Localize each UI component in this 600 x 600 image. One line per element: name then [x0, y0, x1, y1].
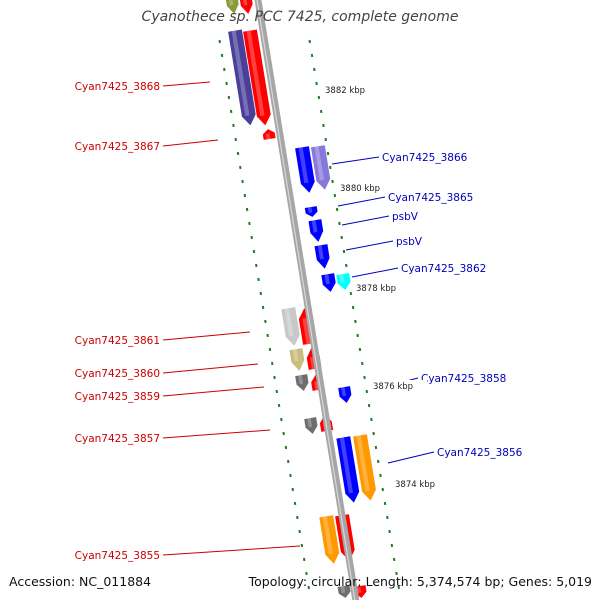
genome-backbone [254, 0, 360, 600]
gene-arrow [310, 145, 331, 190]
scale-tick-backdrop [354, 282, 410, 293]
forward-gene-label: Cyan7425_3856 [437, 447, 523, 459]
scale-tick-backdrop [338, 182, 394, 193]
gene-arrow-sheen [265, 133, 271, 140]
accession-text: Accession: NC_011884 [9, 574, 152, 589]
gene-arrow-sheen [242, 0, 248, 6]
forward-gene-label: Cyan7425_3858 [421, 373, 506, 385]
reverse-label-leader [162, 363, 259, 374]
forward-gene-label: Cyan7425_3862 [401, 263, 486, 275]
gene-arrow-sheen [340, 585, 346, 594]
gene-arrow-sheen [307, 418, 313, 428]
gene-arrow [304, 417, 318, 434]
gene-arrow [353, 434, 376, 501]
scale-tick-label: 3882 kbp [325, 86, 365, 96]
reverse-gene-label: Cyan7425_3860 [75, 368, 160, 380]
reverse-label-leader [162, 139, 219, 147]
gene-arrow [262, 129, 276, 140]
reverse-label-leader [162, 81, 211, 87]
backbone-highlight [256, 0, 356, 600]
scale-tick-backdrop [323, 84, 379, 95]
gene-arrow-sheen [322, 516, 333, 555]
gene-arrow-sheen [298, 147, 309, 184]
forward-gene-label: psbV [392, 211, 419, 223]
gene-arrow-sheen [356, 435, 370, 492]
gene-arrow-sheen [307, 206, 313, 213]
reverse-label-leader [162, 386, 265, 397]
reverse-gene-label: Cyan7425_3867 [75, 141, 160, 153]
gene-arrow [281, 307, 300, 346]
gene-arrow [338, 386, 352, 403]
forward-gene-label: psbV [396, 236, 423, 248]
reverse-label-leader [162, 331, 251, 341]
forward-label-leader [387, 451, 435, 464]
gene-arrow-sheen [314, 381, 320, 391]
gene-arrow-sheen [292, 349, 299, 362]
gene-arrow [243, 29, 271, 126]
gene-arrow [228, 29, 256, 126]
gene-arrow-sheen [311, 220, 318, 233]
gene-arrow-sheen [324, 274, 330, 285]
scale-tick-backdrop [371, 380, 427, 391]
gene-arrow-sheen [298, 375, 304, 385]
gene-arrow [314, 244, 330, 269]
gene-arrow [295, 374, 309, 391]
forward-label-leader [351, 267, 399, 278]
backbone-band [254, 0, 360, 600]
scale-tick-label: 3880 kbp [340, 184, 380, 194]
forward-gene-label: Cyan7425_3866 [382, 152, 468, 164]
forward-label-leader [345, 240, 394, 251]
gene-arrow [289, 348, 305, 371]
forward-label-leader [331, 156, 380, 165]
gene-arrow [308, 219, 324, 242]
gene-arrow [225, 0, 239, 14]
gene-labels: Cyan7425_3868 Cyan7425_3867 Cyan7425_3861 C… [75, 81, 523, 562]
gene-arrow [321, 273, 336, 292]
reverse-gene-label: Cyan7425_3857 [75, 433, 160, 445]
reverse-gene-label: Cyan7425_3868 [75, 81, 160, 93]
gene-arrow-sheen [228, 0, 234, 6]
gene-arrow-sheen [284, 308, 294, 337]
gene-arrow-sheen [356, 585, 362, 594]
gene-arrow [239, 0, 253, 14]
reverse-label-leader [162, 429, 271, 439]
forward-label-leader [337, 196, 386, 207]
label-leader-lines [162, 81, 435, 556]
gene-arrow-sheen [341, 387, 347, 397]
gene-arrow-sheen [314, 146, 325, 181]
gene-arrow [337, 585, 351, 598]
reverse-gene-label: Cyan7425_3855 [75, 550, 160, 562]
reverse-label-leader [162, 545, 301, 556]
genome-title: Cyanothece sp. PCC 7425, complete genome [141, 9, 459, 25]
scale-tick-label: 3876 kbp [373, 382, 413, 392]
gene-arrow [319, 515, 340, 564]
gene-arrow [336, 436, 360, 503]
scale-tick-backdrop [393, 478, 449, 489]
scale-tick-label: 3878 kbp [356, 284, 396, 294]
gene-arrow-sheen [231, 30, 250, 117]
gene-arrow-sheen [339, 437, 354, 494]
position-rulers [218, 39, 400, 590]
reverse-gene-label: Cyan7425_3859 [75, 391, 160, 403]
gene-arrow-sheen [309, 356, 316, 370]
forward-label-leader [341, 215, 390, 226]
gene-arrow-sheen [246, 30, 265, 117]
scale-ticks: 3882 kbp 3880 kbp 3878 kbp 3876 kbp 3874 kbp [323, 84, 449, 490]
gene-arrow-sheen [339, 273, 345, 284]
gene-arrow [295, 146, 315, 193]
scale-tick-label: 3874 kbp [395, 480, 435, 490]
gene-arrow [304, 206, 318, 217]
reverse-gene-label: Cyan7425_3861 [75, 335, 160, 347]
gene-arrow-sheen [317, 245, 324, 260]
genome-summary-text: Topology: circular; Length: 5,374,574 bp… [248, 574, 592, 589]
gene-arrow-sheen [302, 317, 311, 345]
gene-arrow [336, 273, 351, 290]
forward-gene-label: Cyan7425_3865 [388, 192, 473, 204]
